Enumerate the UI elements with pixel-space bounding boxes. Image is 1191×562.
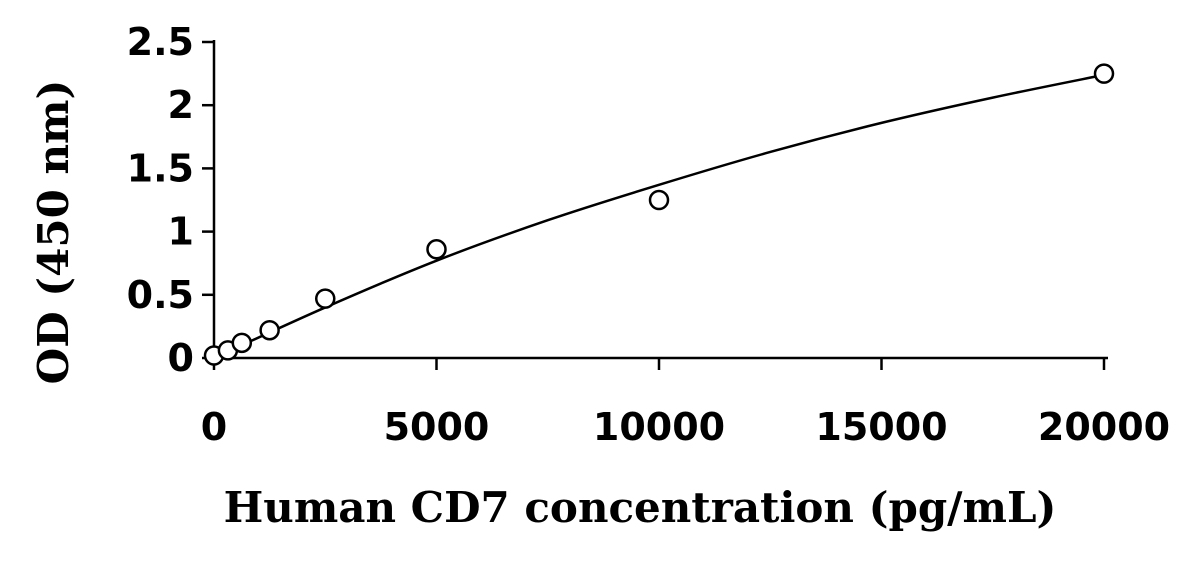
x-tick-label: 0 [201,405,227,449]
data-points [203,63,1115,366]
x-tick-label: 15000 [815,405,947,449]
y-tick-label: 2 [168,83,194,127]
data-point [648,189,670,211]
x-tick-label: 5000 [384,405,490,449]
x-tick-label: 10000 [593,405,725,449]
data-point [426,239,447,260]
x-ticks: 0 5000 10000 15000 20000 [201,358,1170,449]
y-tick-label: 1 [168,210,194,254]
y-ticks: 0 0.5 1 1.5 2 2.5 [127,20,214,380]
y-tick-label: 2.5 [127,20,194,64]
y-tick-label: 0 [168,336,194,380]
data-point [315,288,336,309]
x-tick-label: 20000 [1038,405,1170,449]
data-point [231,332,253,354]
data-point [1093,63,1115,84]
y-axis-title: OD (450 nm) [29,80,78,385]
y-tick-label: 0.5 [127,273,194,317]
data-point [259,319,280,341]
fit-curve [213,73,1105,360]
x-axis-title: Human CD7 concentration (pg/mL) [224,483,1057,532]
y-tick-label: 1.5 [127,146,194,190]
